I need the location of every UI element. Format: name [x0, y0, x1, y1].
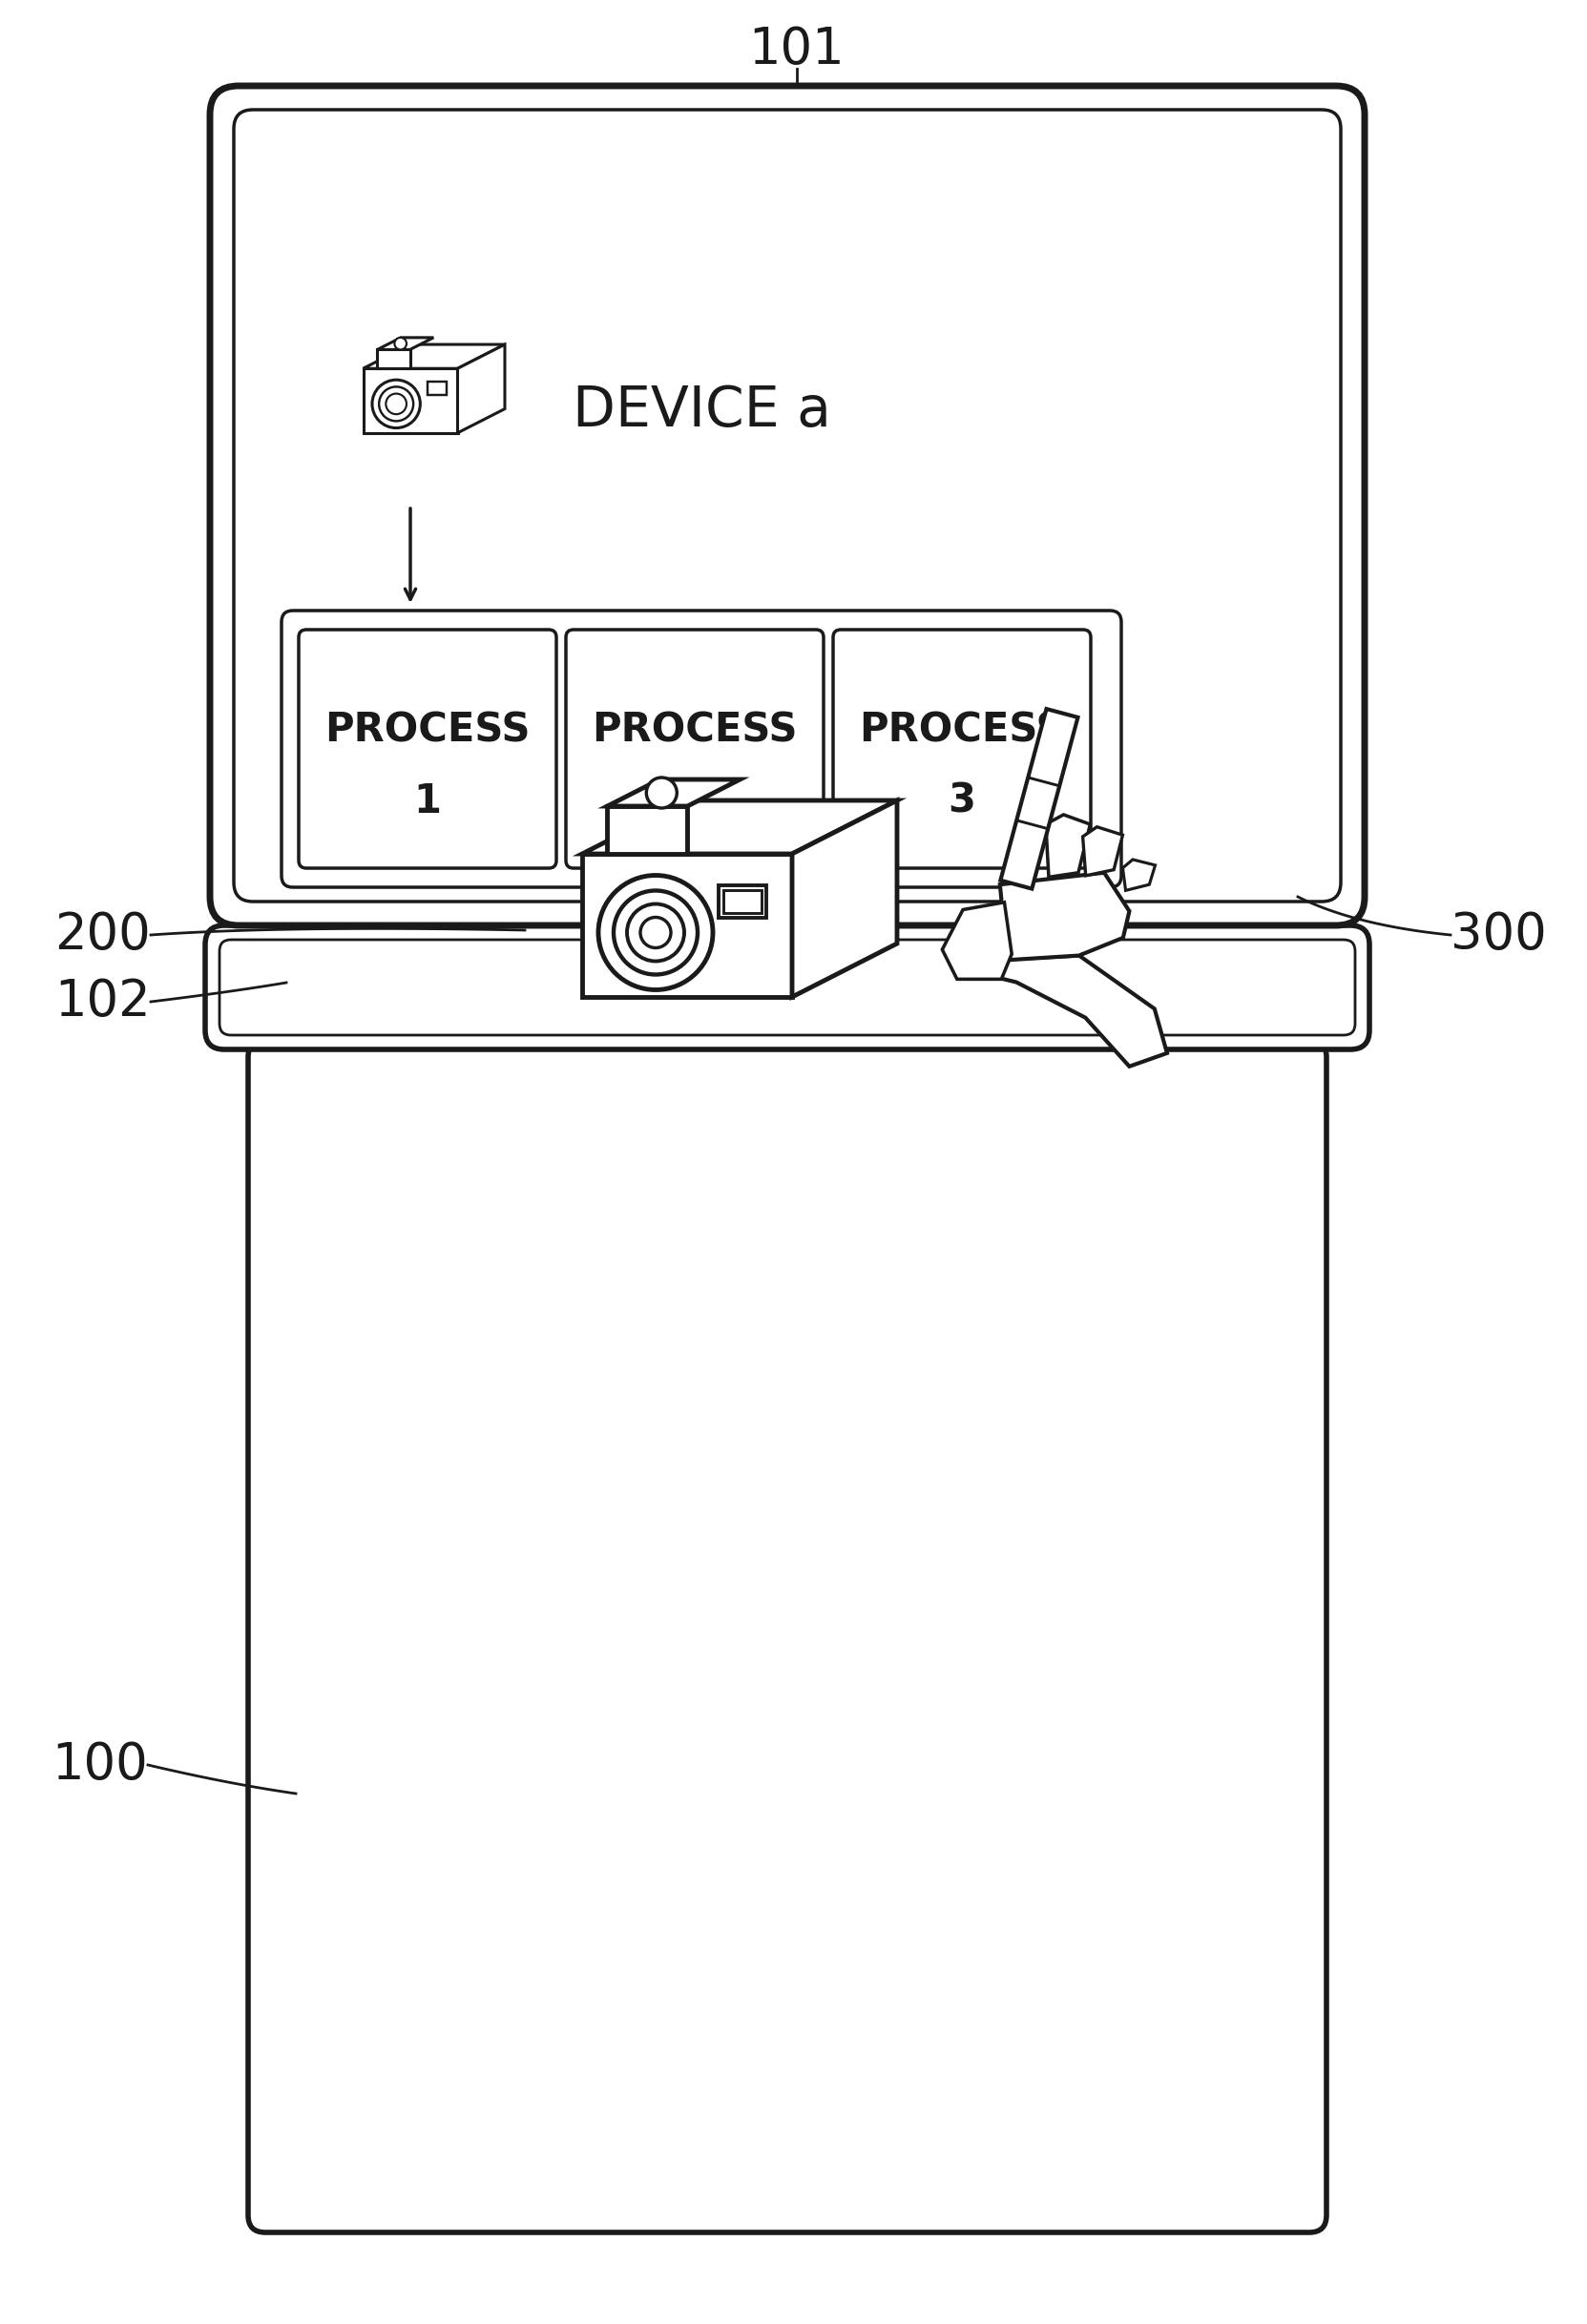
Text: 101: 101: [749, 26, 844, 74]
Polygon shape: [1082, 827, 1122, 876]
FancyBboxPatch shape: [233, 109, 1341, 902]
Text: 2: 2: [681, 781, 708, 820]
Circle shape: [627, 904, 684, 962]
Circle shape: [395, 337, 406, 349]
FancyBboxPatch shape: [298, 630, 557, 869]
FancyBboxPatch shape: [219, 939, 1355, 1034]
Polygon shape: [582, 799, 897, 853]
Circle shape: [371, 379, 421, 428]
Circle shape: [646, 779, 678, 809]
Polygon shape: [457, 344, 505, 432]
Text: DEVICE a: DEVICE a: [573, 383, 832, 437]
Text: 300: 300: [1451, 911, 1547, 960]
FancyBboxPatch shape: [833, 630, 1090, 869]
Bar: [724, 890, 762, 913]
Circle shape: [614, 890, 698, 974]
Polygon shape: [1000, 709, 1078, 888]
Circle shape: [379, 386, 413, 421]
Bar: [378, 349, 409, 370]
Polygon shape: [943, 902, 1013, 978]
FancyBboxPatch shape: [205, 925, 1370, 1050]
Circle shape: [640, 918, 671, 948]
Text: 100: 100: [52, 1741, 148, 1789]
Polygon shape: [608, 779, 740, 806]
Polygon shape: [792, 799, 897, 997]
Polygon shape: [1046, 816, 1090, 876]
Polygon shape: [1122, 860, 1155, 890]
Polygon shape: [378, 337, 433, 349]
Text: PROCESS: PROCESS: [325, 709, 530, 751]
Circle shape: [386, 393, 406, 414]
Text: 102: 102: [56, 976, 151, 1027]
FancyBboxPatch shape: [281, 611, 1122, 888]
Polygon shape: [363, 370, 457, 432]
Circle shape: [598, 876, 713, 990]
FancyBboxPatch shape: [209, 86, 1365, 925]
Bar: [608, 806, 687, 853]
Bar: [427, 381, 446, 395]
Text: 200: 200: [54, 911, 151, 960]
Text: 1: 1: [414, 781, 441, 820]
Polygon shape: [582, 853, 792, 997]
Text: PROCESS: PROCESS: [859, 709, 1065, 751]
Polygon shape: [993, 874, 1130, 960]
FancyBboxPatch shape: [248, 1039, 1327, 2233]
Text: 3: 3: [947, 781, 976, 820]
FancyBboxPatch shape: [567, 630, 824, 869]
Polygon shape: [979, 955, 1166, 1067]
Polygon shape: [363, 344, 505, 370]
Text: PROCESS: PROCESS: [592, 709, 798, 751]
Bar: [719, 885, 767, 918]
